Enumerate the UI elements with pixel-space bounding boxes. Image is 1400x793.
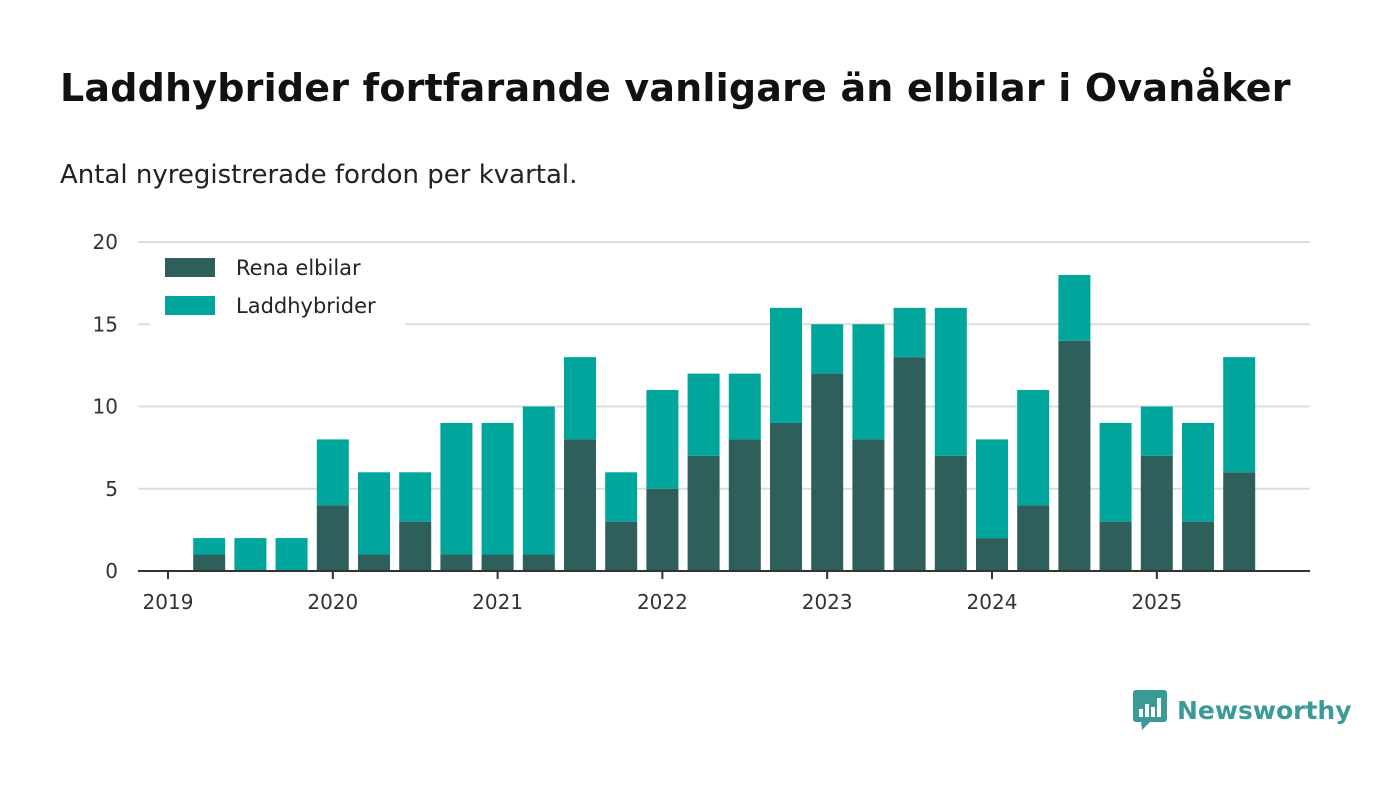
- x-tick-label: 2022: [637, 590, 688, 614]
- bar-laddhybrider: [522, 406, 555, 555]
- bar-laddhybrider: [934, 307, 967, 456]
- y-tick-label: 10: [93, 395, 118, 419]
- newsworthy-logo: Newsworthy: [1133, 690, 1352, 730]
- bar-laddhybrider: [811, 324, 844, 374]
- y-tick-label: 20: [93, 230, 118, 254]
- bar-rena-elbilar: [564, 439, 596, 571]
- x-tick-label: 2021: [472, 590, 523, 614]
- bar-rena-elbilar: [399, 521, 432, 571]
- bar-laddhybrider: [687, 373, 720, 456]
- bar-laddhybrider: [1140, 406, 1173, 456]
- bar-laddhybrider: [564, 357, 596, 440]
- bar-laddhybrider: [976, 439, 1008, 539]
- bar-rena-elbilar: [358, 554, 390, 571]
- legend-swatch: [165, 296, 215, 315]
- y-tick-label: 5: [105, 477, 118, 501]
- bar-rena-elbilar: [522, 554, 555, 571]
- bar-laddhybrider: [852, 324, 885, 440]
- bar-laddhybrider: [1058, 274, 1091, 341]
- x-tick-label: 2023: [802, 590, 853, 614]
- bar-rena-elbilar: [1223, 472, 1256, 571]
- bar-laddhybrider: [275, 538, 308, 571]
- axes: 0 5 10 15 20 2019 2020 2021 2022 2023 2024 2025: [93, 230, 1310, 614]
- bar-rena-elbilar: [770, 422, 802, 571]
- bar-rena-elbilar: [316, 505, 349, 571]
- bar-rena-elbilar: [934, 455, 967, 571]
- bar-laddhybrider: [358, 472, 390, 555]
- bar-rena-elbilar: [440, 554, 473, 571]
- bar-laddhybrider: [1017, 390, 1050, 506]
- bar-laddhybrider: [193, 538, 226, 555]
- bar-laddhybrider: [893, 307, 926, 358]
- y-tick-label: 0: [105, 559, 118, 583]
- legend: Rena elbilar Laddhybrider: [150, 250, 405, 326]
- chart-subtitle: Antal nyregistrerade fordon per kvartal.: [60, 160, 578, 190]
- bar-laddhybrider: [440, 422, 473, 555]
- legend-swatch: [165, 258, 215, 277]
- x-tick-label: 2020: [307, 590, 358, 614]
- bar-rena-elbilar: [605, 521, 638, 571]
- bar-rena-elbilar: [811, 373, 844, 571]
- legend-label: Rena elbilar: [236, 256, 361, 280]
- bar-laddhybrider: [399, 472, 432, 522]
- legend-label: Laddhybrider: [236, 294, 376, 318]
- bar-laddhybrider: [1099, 422, 1132, 522]
- bar-rena-elbilar: [728, 439, 761, 571]
- bar-rena-elbilar: [1017, 505, 1050, 571]
- bar-laddhybrider: [770, 307, 802, 423]
- bar-rena-elbilar: [481, 554, 514, 571]
- bar-rena-elbilar: [193, 554, 226, 571]
- bar-laddhybrider: [646, 390, 679, 489]
- bar-rena-elbilar: [1182, 521, 1214, 571]
- bar-laddhybrider: [1223, 357, 1256, 473]
- bar-laddhybrider: [605, 472, 638, 522]
- newsworthy-logo-icon: [1133, 690, 1167, 730]
- bar-rena-elbilar: [646, 488, 679, 571]
- bar-rena-elbilar: [893, 357, 926, 571]
- bar-rena-elbilar: [687, 455, 720, 571]
- chart-title: Laddhybrider fortfarande vanligare än el…: [60, 66, 1291, 110]
- bar-laddhybrider: [316, 439, 349, 506]
- x-tick-label: 2019: [143, 590, 194, 614]
- x-tick-label: 2024: [967, 590, 1018, 614]
- bar-laddhybrider: [234, 538, 267, 571]
- bar-rena-elbilar: [1099, 521, 1132, 571]
- bar-laddhybrider: [481, 422, 514, 555]
- bar-rena-elbilar: [1058, 340, 1091, 571]
- y-tick-label: 15: [93, 312, 118, 336]
- x-tick-label: 2025: [1131, 590, 1182, 614]
- bar-rena-elbilar: [976, 538, 1008, 571]
- bar-rena-elbilar: [852, 439, 885, 571]
- bar-laddhybrider: [728, 373, 761, 440]
- bar-rena-elbilar: [1140, 455, 1173, 571]
- bars: [193, 274, 1256, 571]
- newsworthy-logo-text: Newsworthy: [1177, 695, 1352, 725]
- bar-laddhybrider: [1182, 422, 1214, 522]
